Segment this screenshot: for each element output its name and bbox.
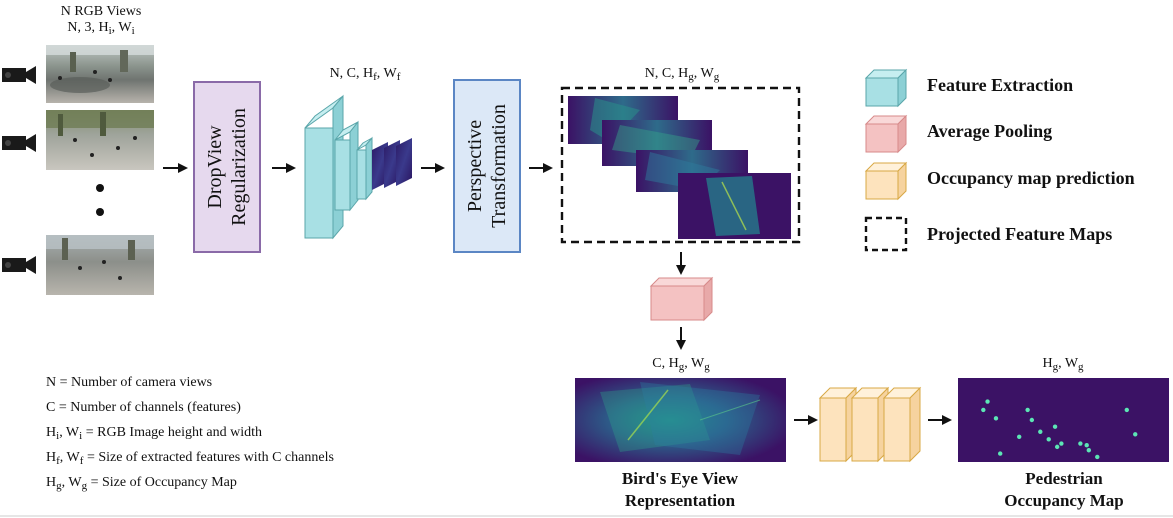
note-line: Hg, Wg = Size of Occupancy Map	[46, 475, 237, 492]
legend-feature-extraction-swatch	[864, 68, 908, 108]
occupancy-map	[958, 378, 1169, 462]
pedestrian-dot	[1016, 434, 1022, 439]
pedestrian-dot	[1038, 429, 1043, 434]
perspective-transformation-block: Perspective Transformation	[453, 79, 521, 253]
feature-map-stack	[372, 138, 412, 190]
camera-icon	[2, 256, 36, 274]
pedestrian-dot	[1095, 454, 1100, 460]
dropview-label-line2: Regularization	[228, 108, 251, 226]
occupancy-shape-label: Hg, Wg	[1042, 356, 1084, 373]
dropview-regularization-block: DropView Regularization	[193, 81, 261, 253]
pedestrian-dot	[981, 407, 986, 413]
legend-average-pooling-swatch	[864, 114, 908, 154]
legend-feature-extraction-label: Feature Extraction	[927, 75, 1074, 95]
pedestrian-dot	[1052, 424, 1058, 429]
legend-average-pooling-label: Average Pooling	[927, 121, 1053, 141]
camera-view-image	[46, 45, 154, 103]
input-title: N RGB Views	[60, 4, 142, 19]
camera-icon	[2, 66, 36, 84]
features-shape-label: N, C, Hf, Wf	[329, 66, 401, 83]
bev-caption: Bird's Eye View Representation	[621, 469, 739, 510]
legend-projected-maps-swatch	[864, 216, 908, 252]
projected-feature-map	[678, 173, 791, 239]
projected-feature-maps-box	[560, 86, 801, 244]
note-line: Hf, Wf = Size of extracted features with…	[46, 450, 334, 467]
pedestrian-dot	[1046, 437, 1051, 442]
pedestrian-dot	[1054, 444, 1060, 450]
pedestrian-dot	[1059, 441, 1064, 446]
camera-view-image	[46, 110, 154, 170]
note-line: Hi, Wi = RGB Image height and width	[46, 425, 262, 442]
bev-heatmap	[575, 378, 786, 462]
pedestrian-dot	[1025, 407, 1030, 413]
occupancy-prediction-block	[818, 386, 922, 463]
pedestrian-dot	[1084, 443, 1089, 448]
note-line: C = Number of channels (features)	[46, 400, 241, 415]
ellipsis-dot	[96, 184, 104, 192]
projected-shape-label: N, C, Hg, Wg	[644, 66, 720, 83]
pedestrian-dot	[1029, 417, 1035, 423]
pedestrian-dot	[985, 399, 990, 404]
notation-notes: N = Number of camera views C = Number of…	[46, 372, 334, 497]
pedestrian-dot	[1133, 432, 1138, 437]
legend-occupancy-prediction-swatch	[864, 161, 908, 201]
note-line: N = Number of camera views	[46, 375, 213, 390]
legend-occupancy-prediction-label: Occupancy map prediction	[927, 168, 1135, 188]
perspective-label-line2: Transformation	[488, 104, 511, 228]
pedestrian-dot	[1086, 448, 1092, 453]
bev-shape-label: C, Hg, Wg	[652, 356, 710, 373]
pedestrian-dot	[993, 416, 999, 421]
input-shape-label: N, 3, Hi, Wi	[67, 20, 135, 37]
occupancy-caption: Pedestrian Occupancy Map	[1004, 469, 1124, 510]
pedestrian-dot	[998, 451, 1003, 456]
legend-projected-maps-label: Projected Feature Maps	[927, 224, 1113, 244]
perspective-label-line1: Perspective	[464, 119, 487, 213]
camera-view-image	[46, 235, 154, 295]
pedestrian-dot	[1124, 407, 1130, 413]
feature-extraction-block	[304, 94, 373, 240]
pedestrian-dot	[1078, 441, 1083, 446]
dropview-label-line1: DropView	[204, 125, 227, 209]
ellipsis-dot	[96, 208, 104, 216]
average-pooling-block	[649, 276, 714, 322]
camera-icon	[2, 134, 36, 152]
